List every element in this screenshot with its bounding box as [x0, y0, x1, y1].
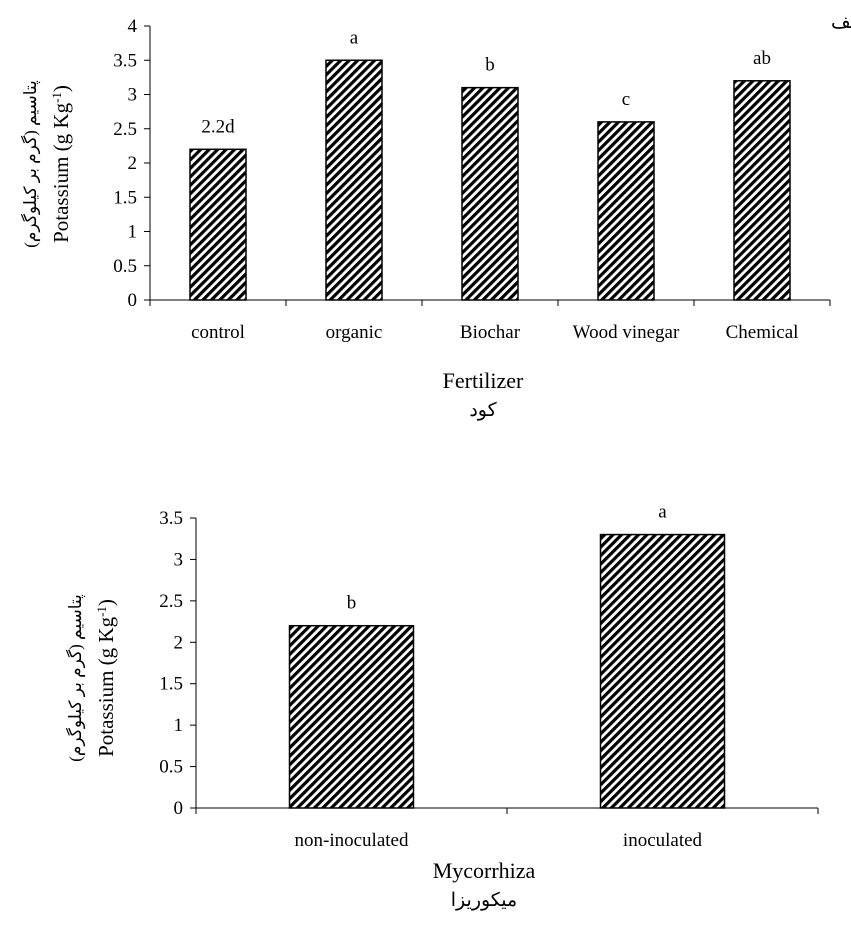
- y-tick-label: 0: [174, 798, 184, 819]
- y-tick-label: 2: [128, 153, 138, 174]
- y-tick-label: 3: [174, 549, 184, 570]
- y-tick-label: 2.5: [113, 119, 137, 140]
- y-tick-label: 3: [128, 85, 138, 106]
- bar-control: [189, 148, 247, 301]
- x-axis-label: Mycorrhiza: [433, 858, 536, 883]
- y-axis-title-text: Potassium (g Kg-1): [94, 599, 119, 757]
- y-tick-label: 3.5: [159, 508, 183, 529]
- x-axis-label-persian: میکوریزا: [451, 890, 517, 911]
- bar-data-label: ab: [753, 48, 771, 69]
- y-axis-title-text: Potassium (g Kg-1): [49, 85, 74, 243]
- bar-non-inoculated: [288, 624, 415, 809]
- x-category-label: Biochar: [460, 322, 521, 343]
- bar-data-label: b: [347, 593, 357, 614]
- y-tick-label: 0: [128, 290, 138, 311]
- bar-biochar: [461, 86, 519, 301]
- x-category-label: inoculated: [623, 830, 703, 851]
- y-tick-label: 3.5: [113, 50, 137, 71]
- chart-panel-fertilizer: الف Potassium (g Kg-1) پتاسیم (گرم بر کی…: [20, 12, 851, 421]
- y-axis-label: Potassium (g Kg-1): [94, 599, 119, 757]
- bar-data-label: a: [350, 27, 359, 48]
- bar-data-label: b: [485, 55, 495, 76]
- x-axis-label-persian: کود: [469, 400, 497, 421]
- y-tick-label: 4: [128, 16, 138, 37]
- panel-label: الف: [831, 12, 851, 33]
- x-category-label: non-inoculated: [295, 830, 409, 851]
- y-tick-label: 1: [174, 715, 184, 736]
- x-category-label: Chemical: [726, 322, 799, 343]
- x-category-label: Wood vinegar: [573, 322, 680, 343]
- bar-organic: [325, 59, 383, 301]
- y-tick-label: 2: [174, 632, 184, 653]
- y-tick-label: 1.5: [159, 674, 183, 695]
- bar-data-label: 2.2d: [201, 116, 235, 137]
- bar-chemical: [733, 80, 791, 301]
- y-tick-label: 0.5: [113, 256, 137, 277]
- bar-data-label: c: [622, 89, 630, 110]
- x-axis-label: Fertilizer: [443, 368, 524, 393]
- x-category-label: control: [191, 322, 245, 343]
- x-category-label: organic: [326, 322, 383, 343]
- y-axis-label: Potassium (g Kg-1): [49, 85, 74, 243]
- y-tick-label: 2.5: [159, 591, 183, 612]
- bar-inoculated: [599, 533, 726, 809]
- y-tick-label: 0.5: [159, 757, 183, 778]
- bar-data-label: a: [658, 502, 667, 523]
- y-axis-label-persian: پتاسیم (گرم بر کیلوگرم): [20, 80, 41, 248]
- y-tick-label: 1: [128, 222, 138, 243]
- y-tick-label: 1.5: [113, 187, 137, 208]
- chart-panel-mycorrhiza: Potassium (g Kg-1) پتاسیم (گرم بر کیلوگر…: [65, 502, 819, 911]
- y-axis-label-persian: پتاسیم (گرم بر کیلوگرم): [65, 594, 86, 762]
- bar-wood-vinegar: [597, 121, 655, 301]
